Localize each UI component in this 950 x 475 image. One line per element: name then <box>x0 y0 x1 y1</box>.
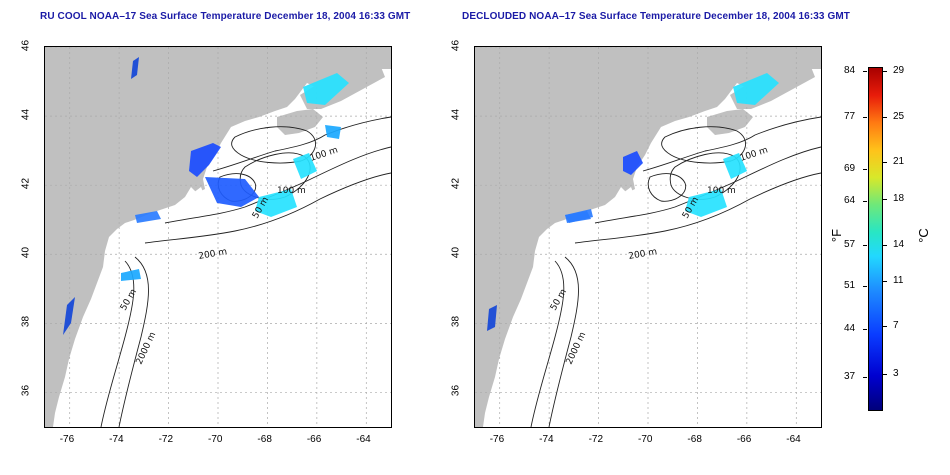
x-tick-label: -70 <box>208 434 223 445</box>
colorbar-tick <box>863 286 867 287</box>
colorbar-celsius-label: 7 <box>893 320 899 331</box>
contour-label: 100 m <box>277 186 306 196</box>
colorbar-celsius-label: 14 <box>893 239 905 250</box>
colorbar-fahrenheit-label: 51 <box>844 280 856 291</box>
x-tick-label: -66 <box>306 434 322 445</box>
y-tick-label: 38 <box>450 316 462 328</box>
colorbar-tick <box>863 71 867 72</box>
colorbar-tick <box>863 201 867 202</box>
colorbar-tick <box>883 117 887 118</box>
x-tick-label: -66 <box>736 434 752 445</box>
colorbar-celsius-label: 11 <box>893 275 904 286</box>
bathymetry-contours <box>530 116 821 427</box>
colorbar-fahrenheit-label: 37 <box>844 371 856 382</box>
contour-label: 100 m <box>309 145 339 163</box>
celsius-unit-label: °C <box>915 228 931 243</box>
contour-label: 200 m <box>198 247 228 262</box>
right-map-title: DECLOUDED NOAA–17 Sea Surface Temperatur… <box>462 11 850 22</box>
x-tick-label: -70 <box>638 434 653 445</box>
colorbar-celsius-label: 3 <box>893 368 899 379</box>
colorbar-tick <box>883 374 887 375</box>
y-tick-label: 42 <box>20 178 32 190</box>
sst-observations <box>487 73 779 331</box>
colorbar-celsius-label: 18 <box>893 193 905 204</box>
colorbar-tick <box>883 281 887 282</box>
y-tick-label: 36 <box>450 385 462 397</box>
lat-lon-grid <box>45 47 391 427</box>
y-tick-label: 44 <box>20 109 32 121</box>
right-sst-map: 100 m 100 m 50 m 200 m 50 m 2000 m <box>474 46 822 428</box>
colorbar-celsius-label: 29 <box>893 65 905 76</box>
colorbar-tick <box>883 245 887 246</box>
colorbar-tick <box>883 199 887 200</box>
y-tick-label: 42 <box>450 178 462 190</box>
x-tick-label: -64 <box>356 434 371 445</box>
fahrenheit-unit-label: °F <box>829 228 845 243</box>
y-tick-label: 40 <box>20 247 32 259</box>
contour-label: 50 m <box>119 288 139 313</box>
contour-label: 50 m <box>549 288 569 313</box>
left-sst-map: 100 m 100 m 50 m 200 m 50 m 2000 m <box>44 46 392 428</box>
y-tick-label: 46 <box>450 39 462 52</box>
left-map-title: RU COOL NOAA–17 Sea Surface Temperature … <box>40 11 411 22</box>
colorbar-fahrenheit-label: 77 <box>844 111 856 122</box>
contour-label: 100 m <box>707 186 736 196</box>
contour-label: 100 m <box>739 145 769 163</box>
x-tick-label: -72 <box>588 434 604 445</box>
colorbar-fahrenheit-label: 84 <box>844 65 856 76</box>
colorbar-tick <box>883 162 887 163</box>
colorbar-tick <box>863 377 867 378</box>
colorbar-fahrenheit-label: 69 <box>844 163 856 174</box>
y-tick-label: 46 <box>20 39 32 52</box>
colorbar-fahrenheit-label: 64 <box>844 195 856 206</box>
colorbar-celsius-label: 21 <box>893 156 905 167</box>
colorbar-tick <box>863 245 867 246</box>
temperature-colorbar <box>868 67 883 411</box>
y-tick-label: 40 <box>450 247 462 259</box>
colorbar-tick <box>883 326 887 327</box>
x-tick-label: -64 <box>786 434 801 445</box>
x-tick-label: -68 <box>257 434 272 445</box>
colorbar-fahrenheit-label: 44 <box>844 323 856 334</box>
colorbar-tick <box>863 329 867 330</box>
colorbar-fahrenheit-label: 57 <box>844 239 856 250</box>
colorbar-celsius-label: 25 <box>893 111 905 122</box>
colorbar-tick <box>883 71 887 72</box>
x-tick-label: -74 <box>539 434 554 445</box>
sst-observations <box>63 57 349 335</box>
x-tick-label: -72 <box>158 434 174 445</box>
x-tick-label: -74 <box>109 434 124 445</box>
colorbar-tick <box>863 169 867 170</box>
lat-lon-grid <box>475 47 821 427</box>
x-tick-label: -76 <box>489 434 505 445</box>
contour-label: 200 m <box>628 247 658 262</box>
colorbar-tick <box>863 117 867 118</box>
x-tick-label: -76 <box>59 434 75 445</box>
y-tick-label: 44 <box>450 109 462 121</box>
y-tick-label: 36 <box>20 385 32 397</box>
y-tick-label: 38 <box>20 316 32 328</box>
x-tick-label: -68 <box>687 434 702 445</box>
